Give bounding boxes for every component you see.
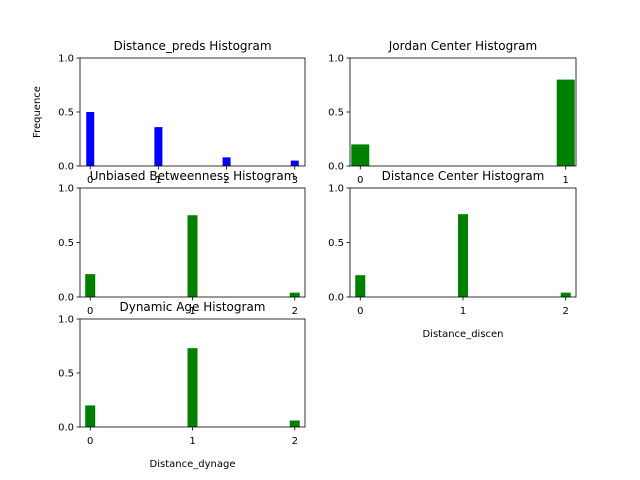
y-tick-label: 0.5 [328, 108, 344, 119]
x-tick-label: 1 [189, 436, 195, 447]
histogram-bar [351, 144, 370, 166]
x-tick-label: 1 [563, 175, 569, 186]
x-tick-label: 0 [357, 175, 363, 186]
y-tick-label: 0.5 [58, 108, 74, 119]
histogram-bar [187, 215, 198, 297]
histogram-bar [290, 160, 299, 166]
y-tick-label: 0.0 [58, 162, 74, 173]
x-tick-label: 1 [460, 306, 466, 317]
y-axis-label: Frequence [32, 86, 43, 138]
histogram-bar [187, 348, 198, 427]
subplot-2: 0.0 0.5 1.0 0 1 Jordan Center Histogram [328, 39, 577, 186]
x-tick-label: 2 [292, 436, 298, 447]
y-tick-label: 0.5 [58, 369, 74, 380]
x-tick-label: 2 [563, 306, 569, 317]
histogram-bar [86, 112, 95, 166]
subplot-title: Dynamic Age Histogram [119, 300, 265, 314]
x-tick-label: 0 [357, 306, 363, 317]
histogram-bar [289, 420, 300, 427]
x-tick-label: 3 [292, 175, 298, 186]
x-tick-label: 0 [87, 436, 93, 447]
y-tick-label: 1.0 [58, 184, 74, 195]
y-tick-label: 0.0 [58, 423, 74, 434]
subplot-5: 0.0 0.5 1.0 0 1 2 Distance_dynage Dynamic Age H… [58, 300, 306, 470]
y-tick-label: 0.5 [58, 238, 74, 249]
x-axis-label: Distance_dynage [150, 459, 236, 470]
histogram-bar [556, 79, 575, 166]
x-tick-label: 0 [87, 306, 93, 317]
x-tick-label: 2 [292, 306, 298, 317]
y-tick-label: 1.0 [58, 54, 74, 65]
x-axis-label: Distance_discen [422, 329, 503, 340]
histogram-bar [560, 292, 571, 297]
axes-frame [349, 57, 577, 167]
histogram-bar [289, 292, 300, 297]
x-tick-label: 1 [155, 175, 161, 186]
y-tick-label: 0.0 [58, 293, 74, 304]
subplot-title: Jordan Center Histogram [388, 39, 537, 53]
y-tick-label: 1.0 [328, 184, 344, 195]
histogram-bar [355, 275, 366, 297]
y-tick-label: 1.0 [328, 54, 344, 65]
x-tick-label: 0 [87, 175, 93, 186]
y-tick-label: 0.5 [328, 238, 344, 249]
x-tick-label: 1 [189, 306, 195, 317]
subplot-title: Unbiased Betweenness Histogram [90, 169, 296, 183]
histogram-bar [85, 274, 96, 297]
subplot-title: Distance_preds Histogram [113, 39, 271, 53]
y-tick-label: 1.0 [58, 315, 74, 326]
y-tick-label: 0.0 [328, 162, 344, 173]
histogram-bar [154, 127, 163, 166]
histogram-bar [222, 157, 231, 166]
histogram-bar [458, 214, 468, 297]
x-tick-label: 2 [223, 175, 229, 186]
axes-frame [79, 57, 306, 167]
subplot-1: 0.0 0.5 1.0 0 1 2 3 Frequence Distance_preds His… [32, 39, 306, 186]
subplot-title: Distance Center Histogram [382, 169, 545, 183]
histogram-bar [85, 405, 96, 427]
subplot-4: 0.0 0.5 1.0 0 1 2 Distance_discen Distance Cent… [328, 169, 577, 340]
y-tick-label: 0.0 [328, 293, 344, 304]
